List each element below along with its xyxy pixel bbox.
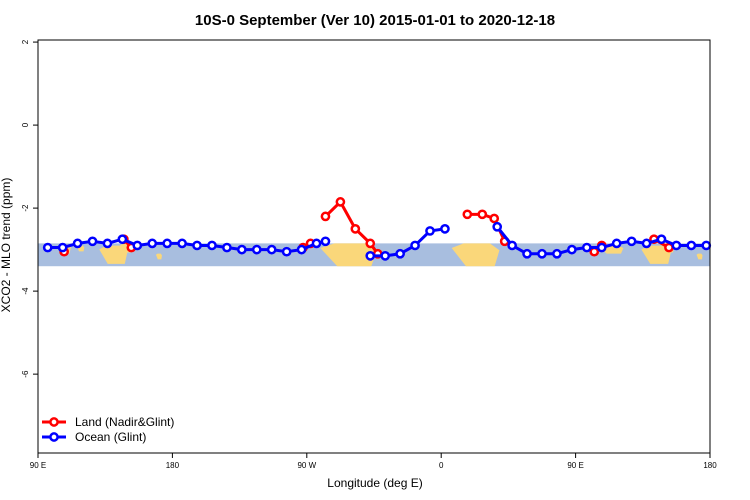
data-point: [72, 238, 83, 249]
legend-item-0: Land (Nadir&Glint): [42, 415, 174, 429]
x-axis: 90 E 180 90 W 0 90 E 180: [30, 453, 717, 470]
data-point: [335, 197, 346, 207]
y-tick-label: 2: [21, 39, 30, 44]
legend-label: Ocean (Glint): [75, 430, 146, 444]
y-tick-label: -6: [21, 370, 30, 378]
land-shape: [451, 243, 500, 267]
data-point: [462, 209, 473, 220]
series-layer: [42, 197, 712, 261]
data-point: [410, 240, 420, 251]
data-point: [365, 250, 376, 261]
data-point: [117, 234, 128, 245]
x-tick-label: 180: [166, 461, 180, 470]
land-shape: [99, 245, 128, 264]
data-point: [365, 238, 376, 249]
data-point: [701, 240, 712, 251]
x-tick-label: 90 E: [567, 461, 583, 470]
data-point: [537, 248, 547, 259]
data-point: [626, 236, 637, 247]
data-point: [311, 238, 322, 249]
data-point: [596, 242, 607, 253]
data-point: [567, 244, 577, 255]
y-tick-label: -4: [21, 287, 30, 295]
legend-label: Land (Nadir&Glint): [75, 415, 174, 429]
land-shape: [155, 253, 162, 260]
x-tick-label: 0: [439, 461, 444, 470]
data-point: [162, 238, 173, 249]
x-tick-label: 90 W: [297, 461, 316, 470]
data-point: [222, 242, 232, 253]
data-point: [440, 224, 450, 234]
x-axis-label: Longitude (deg E): [327, 476, 422, 490]
data-point: [42, 242, 53, 253]
data-point: [281, 246, 292, 257]
data-point: [296, 244, 307, 255]
data-point: [552, 248, 562, 259]
data-point: [589, 246, 600, 257]
y-tick-label: -2: [21, 204, 30, 212]
data-point: [686, 240, 697, 251]
data-point: [395, 248, 405, 259]
y-axis: 2 0 -2 -4 -6: [21, 39, 38, 378]
data-point: [320, 236, 331, 247]
data-point: [350, 224, 361, 234]
chart-title: 10S-0 September (Ver 10) 2015-01-01 to 2…: [195, 12, 555, 29]
data-point: [380, 250, 391, 261]
data-point: [641, 238, 652, 249]
legend-swatch-point: [49, 417, 59, 427]
plot-frame: [37, 39, 711, 454]
data-point: [207, 240, 217, 251]
land-shape: [641, 245, 672, 264]
series-1: [42, 221, 712, 261]
y-axis-label: XCO2 - MLO trend (ppm): [0, 178, 13, 313]
data-point: [266, 244, 277, 255]
legend-item-1: Ocean (Glint): [42, 430, 146, 444]
x-tick-label: 90 E: [30, 461, 46, 470]
data-point: [581, 242, 592, 253]
land-shape: [696, 253, 703, 260]
x-tick-label: 180: [703, 461, 717, 470]
data-point: [507, 240, 517, 251]
data-point: [177, 238, 187, 249]
data-point: [425, 226, 435, 236]
legend-swatch-point: [49, 432, 59, 442]
y-tick-label: 0: [21, 122, 30, 127]
data-point: [192, 240, 202, 251]
land-shape: [320, 243, 377, 267]
data-point: [671, 240, 682, 251]
data-point: [477, 209, 488, 220]
data-point: [102, 238, 113, 249]
data-point: [522, 248, 532, 259]
data-point: [320, 211, 331, 222]
data-point: [656, 234, 667, 245]
data-point: [492, 221, 503, 232]
data-point: [489, 213, 500, 224]
data-point: [132, 240, 143, 251]
data-point: [57, 242, 68, 253]
data-point: [611, 238, 622, 249]
data-point: [251, 244, 262, 255]
legend: Land (Nadir&Glint)Ocean (Glint): [42, 415, 174, 444]
data-point: [236, 244, 247, 255]
data-point: [147, 238, 158, 249]
data-point: [87, 236, 98, 247]
